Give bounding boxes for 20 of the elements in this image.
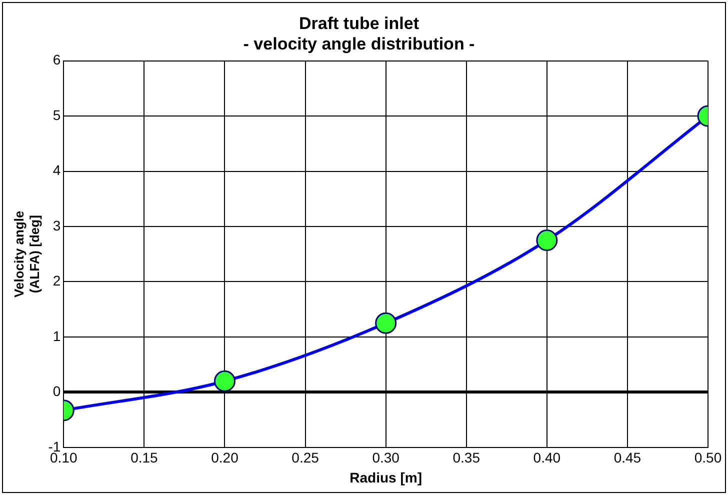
x-tick-label: 0.30: [372, 450, 400, 466]
y-tick-label: 3: [52, 217, 61, 234]
x-tick-label: 0.50: [694, 450, 722, 466]
x-tick-label: 0.45: [614, 450, 642, 466]
y-tick-label: 2: [52, 272, 61, 289]
x-tick-label: 0.25: [292, 450, 320, 466]
text: Velocity angle: [11, 210, 26, 298]
y-tick-label: 6: [52, 52, 61, 68]
x-tick-label: 0.20: [211, 450, 239, 466]
text: Draft tube inlet: [299, 14, 419, 33]
text: (ALFA) [deg]: [26, 215, 42, 294]
x-tick-label: 0.15: [130, 450, 158, 466]
y-tick-label: 0: [52, 383, 61, 400]
text: - velocity angle distribution -: [243, 34, 475, 54]
y-tick-label: 4: [52, 162, 61, 178]
x-tick-label: 0.40: [533, 450, 561, 466]
y-tick-label: 1: [52, 328, 61, 344]
y-tick-label: 5: [52, 106, 61, 123]
x-tick-label: 0.35: [452, 450, 480, 466]
x-axis-title: Radius [m]: [350, 469, 422, 486]
